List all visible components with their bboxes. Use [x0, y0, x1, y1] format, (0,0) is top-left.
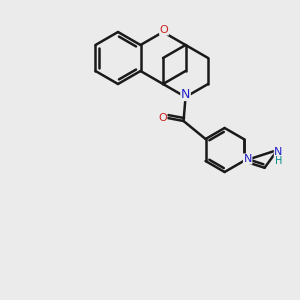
Text: O: O — [160, 25, 168, 35]
Text: N: N — [244, 154, 252, 164]
Text: H: H — [275, 156, 282, 166]
Text: N: N — [181, 88, 190, 100]
Text: N: N — [274, 147, 283, 157]
Text: O: O — [158, 113, 167, 123]
